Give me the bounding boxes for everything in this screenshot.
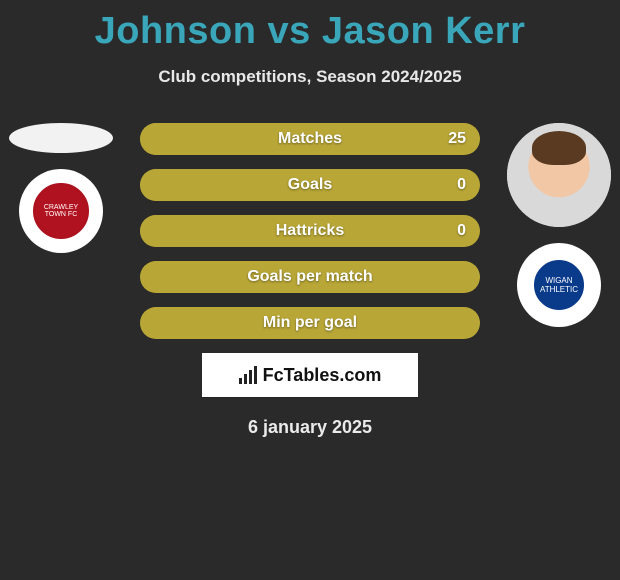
stat-row: Goals per match xyxy=(140,261,480,293)
stat-label: Hattricks xyxy=(140,215,480,247)
comparison-panel: CRAWLEYTOWN FC WIGANATHLETIC Matches25 Go… xyxy=(0,123,620,438)
stat-row: Goals0 xyxy=(140,169,480,201)
brand-attribution: FcTables.com xyxy=(202,353,418,397)
stat-row: Hattricks0 xyxy=(140,215,480,247)
crawley-crest-icon: CRAWLEYTOWN FC xyxy=(30,180,92,242)
snapshot-date: 6 january 2025 xyxy=(0,417,620,438)
player-left-club-badge: CRAWLEYTOWN FC xyxy=(19,169,103,253)
stat-label: Min per goal xyxy=(140,307,480,339)
stat-label: Goals per match xyxy=(140,261,480,293)
stat-label: Matches xyxy=(140,123,480,155)
stat-value-right: 0 xyxy=(457,215,466,247)
stat-value-right: 0 xyxy=(457,169,466,201)
player-left-headshot xyxy=(9,123,113,153)
player-left-column: CRAWLEYTOWN FC xyxy=(6,123,116,253)
player-right-club-badge: WIGANATHLETIC xyxy=(517,243,601,327)
page-subtitle: Club competitions, Season 2024/2025 xyxy=(0,67,620,87)
stat-label: Goals xyxy=(140,169,480,201)
player-right-column: WIGANATHLETIC xyxy=(504,123,614,327)
player-right-headshot xyxy=(507,123,611,227)
page-title: Johnson vs Jason Kerr xyxy=(0,0,620,53)
stat-row: Min per goal xyxy=(140,307,480,339)
stat-value-right: 25 xyxy=(448,123,466,155)
stat-row: Matches25 xyxy=(140,123,480,155)
bar-chart-icon xyxy=(239,366,257,384)
wigan-crest-icon: WIGANATHLETIC xyxy=(528,254,590,316)
player-right-face-icon xyxy=(507,123,611,227)
brand-text: FcTables.com xyxy=(263,365,382,386)
stats-list: Matches25Goals0Hattricks0Goals per match… xyxy=(140,123,480,339)
